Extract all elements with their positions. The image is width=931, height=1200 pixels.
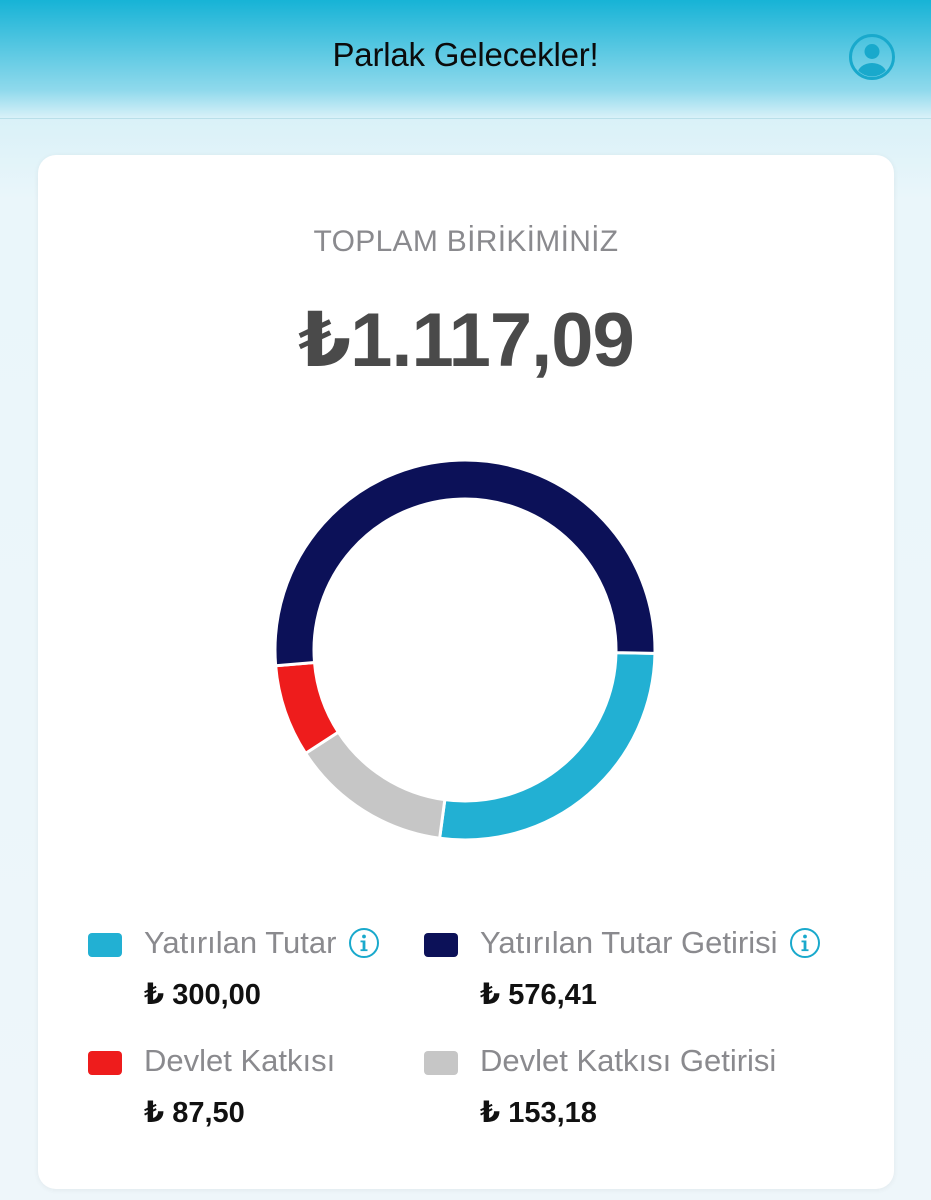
total-savings-label: TOPLAM BİRİKİMİNİZ [313,225,619,258]
legend-item-invested: Yatırılan Tutar ₺ 300,00 [88,925,468,1025]
slice-invested-return [273,458,657,668]
slice-state-contribution-return [303,730,447,840]
legend-value: ₺ 153,18 [480,1097,597,1129]
legend-value: ₺ 87,50 [144,1097,245,1129]
legend-label: Yatırılan Tutar [144,925,337,960]
info-icon[interactable] [789,927,821,959]
legend-label: Devlet Katkısı Getirisi [480,1043,777,1078]
app-header: Parlak Gelecekler! [0,0,931,119]
legend-item-invested-return: Yatırılan Tutar Getirisi ₺ 576,41 [424,925,864,1025]
legend-label: Yatırılan Tutar Getirisi [480,925,778,960]
legend-swatch [424,933,458,957]
user-circle-icon [849,34,895,80]
total-savings-value: ₺1.117,09 [298,298,635,383]
legend-swatch [88,933,122,957]
savings-card: TOPLAM BİRİKİMİNİZ ₺1.117,09 Yatırılan T… [38,155,894,1189]
info-icon[interactable] [348,927,380,959]
slice-state-contribution [274,660,341,756]
slice-invested [437,651,657,842]
legend-value: ₺ 576,41 [480,979,597,1011]
legend-swatch [424,1051,458,1075]
savings-donut-chart [273,458,657,842]
legend-swatch [88,1051,122,1075]
profile-button[interactable] [848,33,896,81]
page-title: Parlak Gelecekler! [332,36,599,73]
legend-value: ₺ 300,00 [144,979,261,1011]
legend-label: Devlet Katkısı [144,1043,336,1078]
legend-item-state-contribution: Devlet Katkısı ₺ 87,50 [88,1043,468,1143]
legend-item-state-contribution-return: Devlet Katkısı Getirisi ₺ 153,18 [424,1043,864,1143]
